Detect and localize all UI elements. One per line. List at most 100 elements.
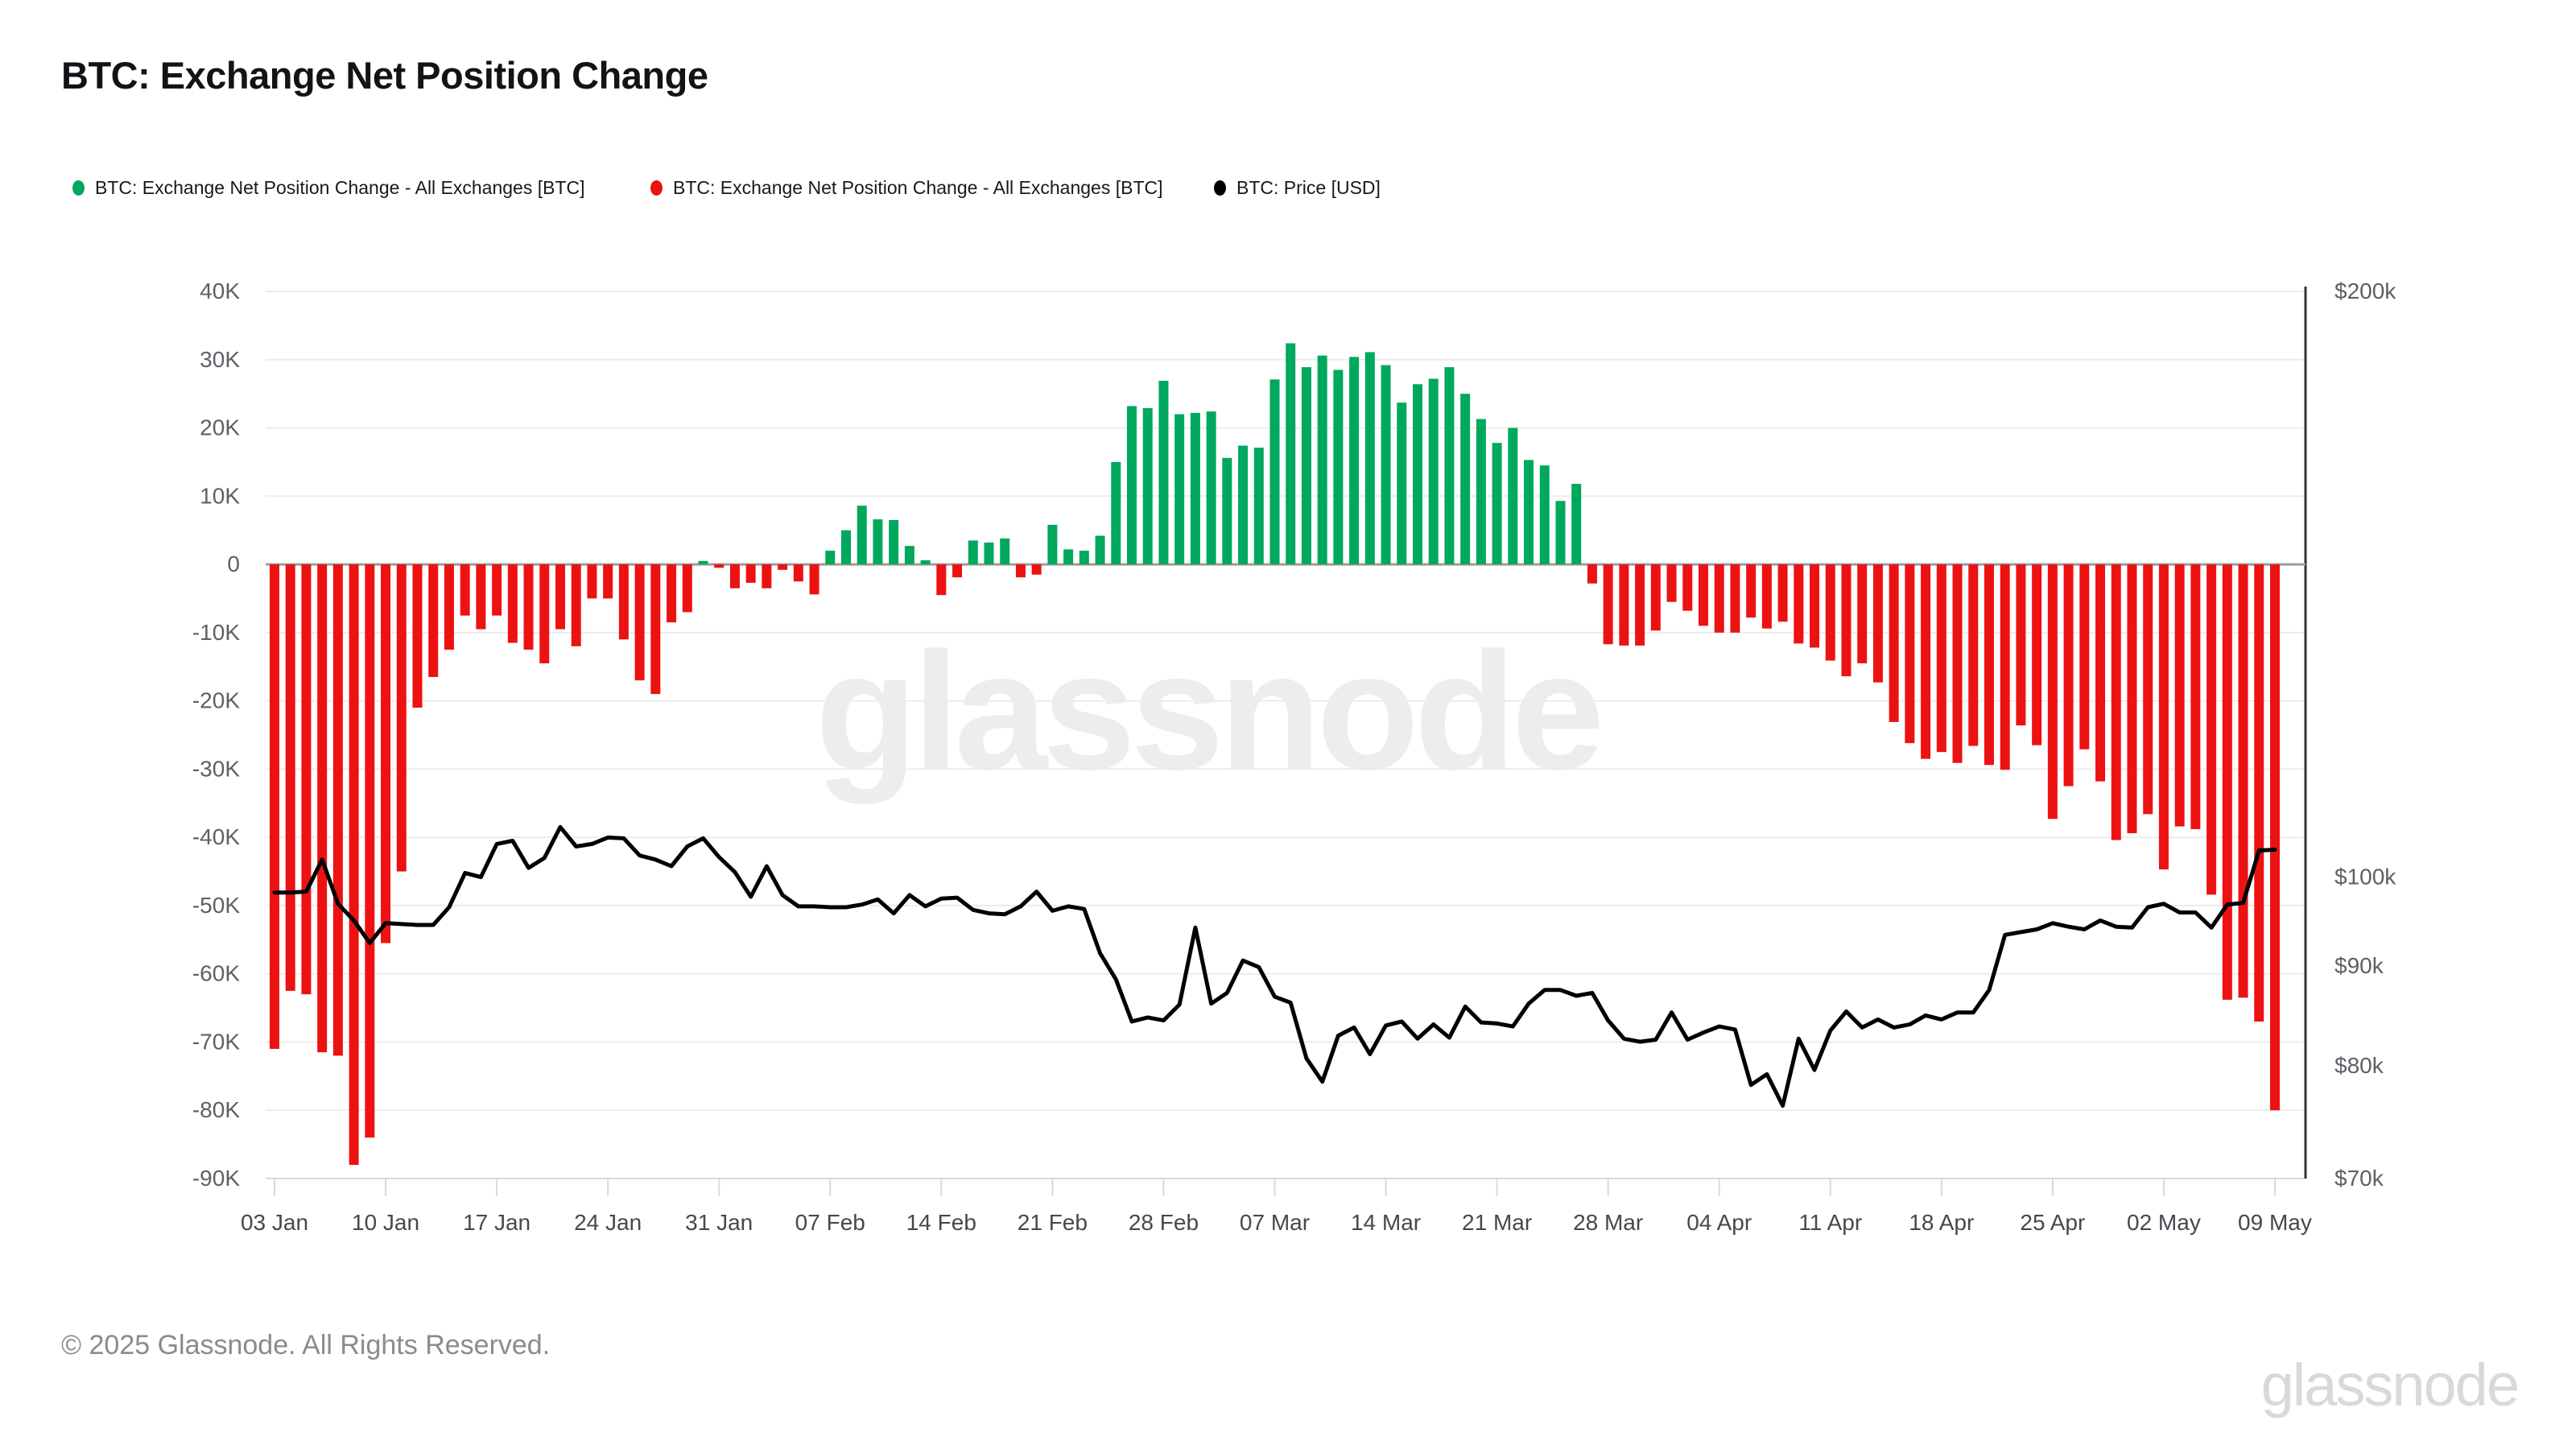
netflow-bar[interactable] (667, 564, 677, 623)
netflow-bar[interactable] (1444, 367, 1455, 565)
netflow-bar[interactable] (984, 542, 994, 565)
netflow-bar[interactable] (2095, 564, 2106, 782)
netflow-bar[interactable] (1190, 412, 1200, 565)
netflow-bar[interactable] (1063, 549, 1074, 565)
netflow-bar[interactable] (920, 559, 931, 565)
netflow-bar[interactable] (349, 564, 359, 1166)
legend-item-netflow-negative[interactable]: BTC: Exchange Net Position Change - All … (650, 175, 1163, 200)
netflow-bar[interactable] (2207, 564, 2217, 895)
netflow-bar[interactable] (1698, 564, 1708, 626)
netflow-bar[interactable] (2222, 564, 2232, 1000)
netflow-bar[interactable] (428, 564, 439, 677)
netflow-bar[interactable] (1984, 564, 1994, 766)
netflow-bar[interactable] (1666, 564, 1677, 602)
netflow-bar[interactable] (1015, 564, 1026, 578)
netflow-bar[interactable] (634, 564, 645, 681)
netflow-bar[interactable] (1794, 564, 1804, 644)
netflow-bar[interactable] (332, 564, 343, 1056)
netflow-bar[interactable] (1555, 501, 1566, 565)
netflow-bar[interactable] (1317, 355, 1327, 565)
netflow-bar[interactable] (809, 564, 819, 595)
netflow-bar[interactable] (1381, 365, 1391, 565)
netflow-bar[interactable] (1746, 564, 1757, 618)
netflow-bar[interactable] (2032, 564, 2042, 745)
netflow-bar[interactable] (1761, 564, 1772, 629)
netflow-bar[interactable] (904, 546, 914, 565)
netflow-bar[interactable] (840, 530, 851, 565)
netflow-bar[interactable] (1397, 402, 1407, 565)
netflow-bar[interactable] (2079, 564, 2090, 749)
netflow-bar[interactable] (1508, 427, 1518, 565)
netflow-bar[interactable] (857, 506, 867, 565)
netflow-bar[interactable] (1777, 564, 1788, 622)
netflow-bar[interactable] (492, 564, 502, 616)
netflow-bar[interactable] (1301, 367, 1311, 565)
netflow-bar[interactable] (1253, 448, 1264, 565)
netflow-bar[interactable] (2143, 564, 2153, 815)
netflow-bar[interactable] (952, 564, 963, 578)
netflow-bar[interactable] (1714, 564, 1724, 633)
netflow-bar[interactable] (270, 564, 279, 1049)
netflow-bar[interactable] (1936, 564, 1946, 753)
netflow-bar[interactable] (1635, 564, 1645, 646)
netflow-bar[interactable] (381, 564, 391, 943)
netflow-bar[interactable] (571, 564, 581, 646)
netflow-bar[interactable] (1111, 461, 1121, 565)
netflow-bar[interactable] (2111, 564, 2121, 840)
netflow-bar[interactable] (936, 564, 947, 596)
netflow-bar[interactable] (1921, 564, 1931, 759)
netflow-bar[interactable] (698, 560, 708, 565)
netflow-bar[interactable] (618, 564, 629, 640)
netflow-bar[interactable] (778, 564, 788, 570)
netflow-bar[interactable] (1031, 564, 1042, 575)
netflow-bar[interactable] (1730, 564, 1740, 633)
netflow-bar[interactable] (729, 564, 740, 588)
netflow-bar[interactable] (1158, 381, 1169, 565)
netflow-bar[interactable] (2238, 564, 2248, 998)
netflow-bar[interactable] (1650, 564, 1661, 631)
legend-item-netflow-positive[interactable]: BTC: Exchange Net Position Change - All … (72, 175, 585, 200)
netflow-bar[interactable] (793, 564, 803, 582)
netflow-bar[interactable] (968, 540, 978, 565)
netflow-bar[interactable] (1349, 357, 1360, 565)
netflow-bar[interactable] (603, 564, 613, 599)
netflow-bar[interactable] (1857, 564, 1868, 663)
netflow-bar[interactable] (2254, 564, 2264, 1022)
netflow-bar[interactable] (285, 564, 295, 991)
netflow-bar[interactable] (1825, 564, 1835, 661)
netflow-bar[interactable] (1174, 414, 1185, 565)
netflow-bar[interactable] (1952, 564, 1963, 763)
netflow-bar[interactable] (1460, 394, 1471, 565)
netflow-bar[interactable] (825, 551, 836, 565)
legend-item-price[interactable]: BTC: Price [USD] (1214, 175, 1381, 200)
netflow-bar[interactable] (1206, 411, 1216, 565)
netflow-bar[interactable] (539, 564, 550, 663)
netflow-bar[interactable] (1126, 406, 1137, 565)
netflow-bar[interactable] (1286, 343, 1296, 565)
netflow-bar[interactable] (2190, 564, 2201, 829)
netflow-bar[interactable] (2047, 564, 2058, 819)
netflow-bar[interactable] (476, 564, 486, 630)
netflow-bar[interactable] (1539, 465, 1550, 565)
netflow-bar[interactable] (2016, 564, 2026, 726)
netflow-bar[interactable] (1603, 564, 1613, 645)
price-line[interactable] (272, 824, 2277, 1108)
netflow-bar[interactable] (714, 564, 724, 568)
netflow-bar[interactable] (507, 564, 518, 643)
netflow-bar[interactable] (301, 564, 312, 995)
netflow-bar[interactable] (1889, 564, 1899, 722)
netflow-bar[interactable] (650, 564, 661, 695)
netflow-bar[interactable] (1905, 564, 1915, 744)
netflow-bar[interactable] (1841, 564, 1852, 677)
netflow-bar[interactable] (1872, 564, 1883, 683)
netflow-bar[interactable] (444, 564, 454, 650)
netflow-bar[interactable] (1412, 384, 1422, 565)
netflow-bar[interactable] (1238, 445, 1249, 565)
netflow-bar[interactable] (2063, 564, 2074, 786)
netflow-bar[interactable] (745, 564, 756, 583)
netflow-bar[interactable] (873, 519, 883, 565)
netflow-bar[interactable] (1571, 484, 1582, 565)
netflow-bar[interactable] (2000, 564, 2010, 770)
netflow-bar[interactable] (587, 564, 597, 599)
